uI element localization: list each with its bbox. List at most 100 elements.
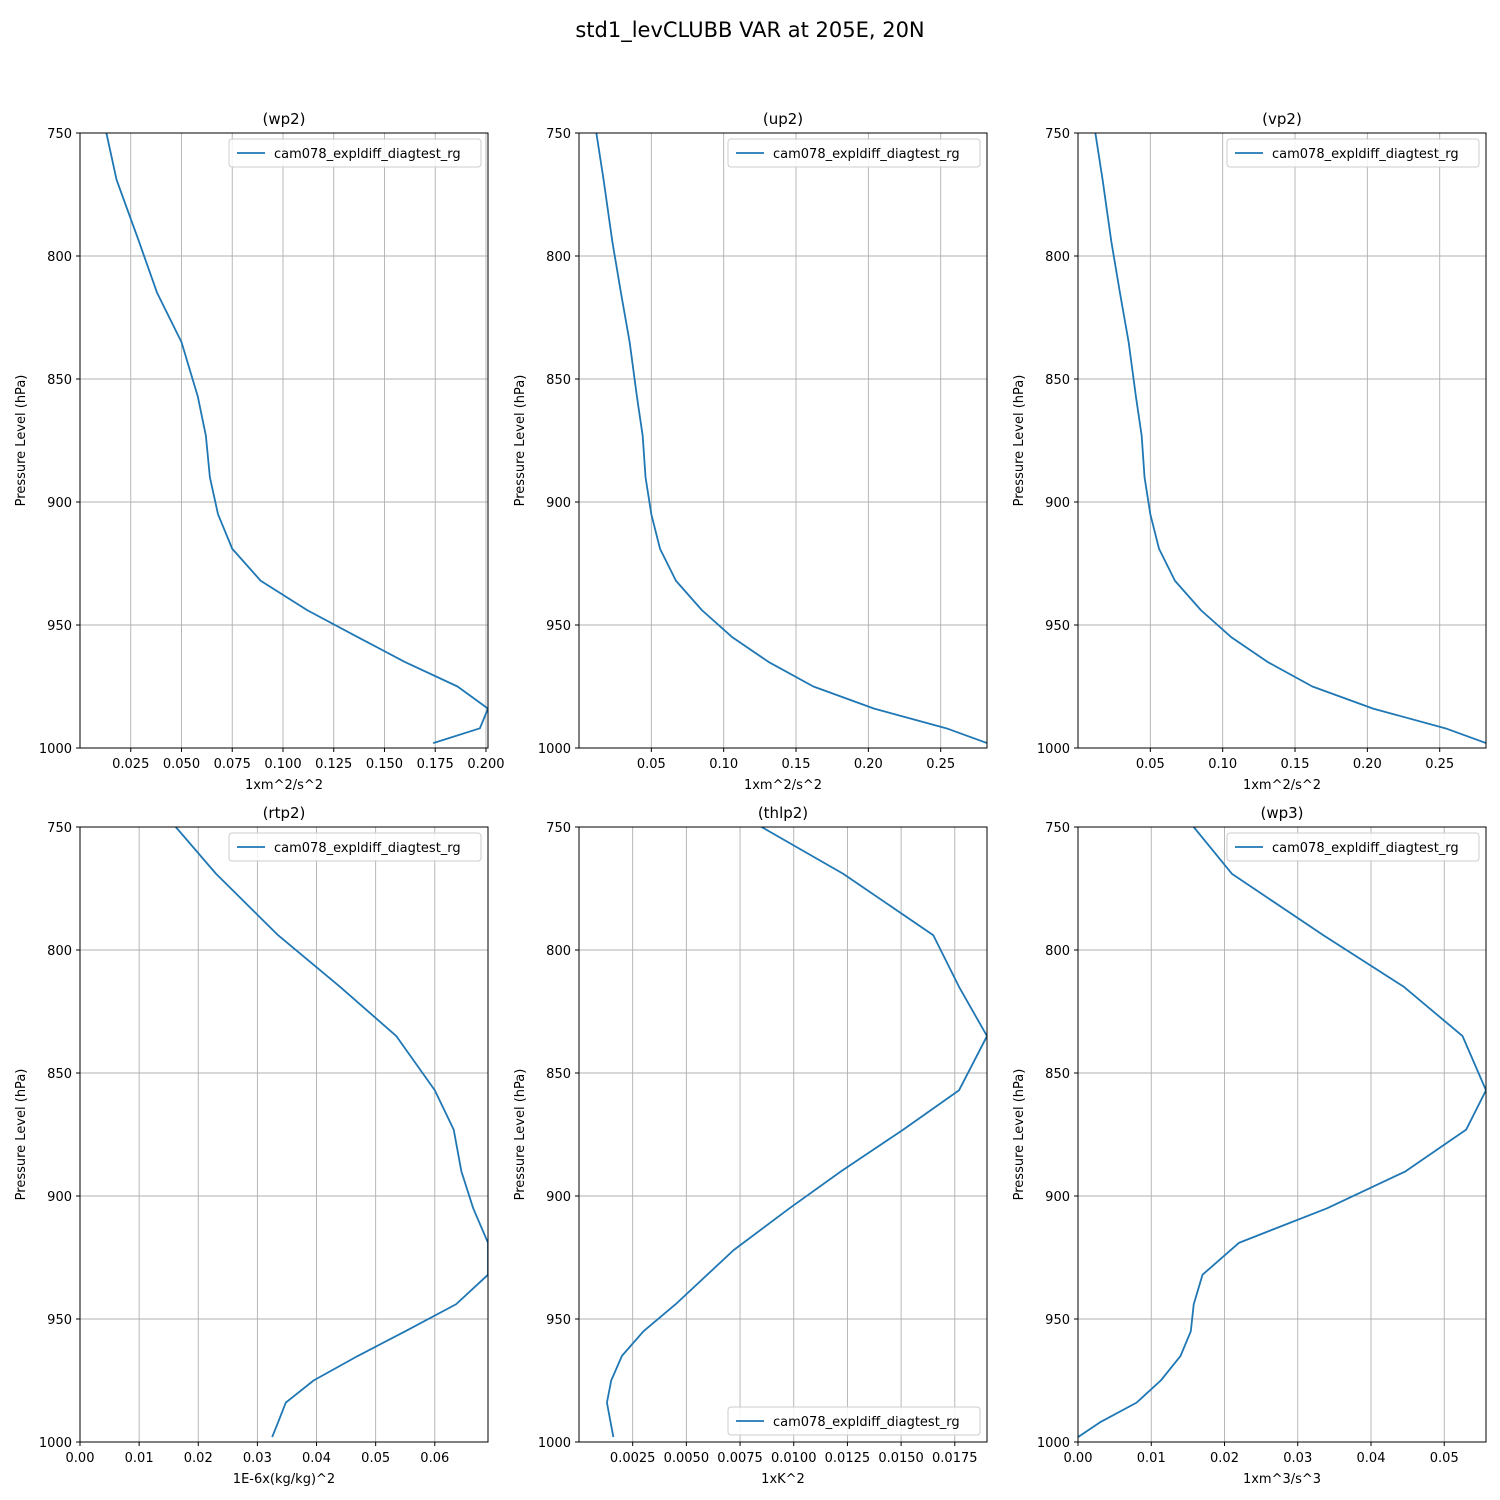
- y-tick-label: 800: [47, 944, 72, 959]
- y-tick-label: 850: [47, 1067, 72, 1082]
- legend-label: cam078_expldiff_diagtest_rg: [773, 1415, 960, 1430]
- y-tick-label: 900: [546, 1190, 571, 1205]
- legend-box: [727, 1406, 981, 1436]
- x-axis-label: 1xm^2/s^2: [1243, 778, 1321, 793]
- x-axis-label: 1xK^2: [761, 1472, 805, 1487]
- x-tick-label: 0.125: [315, 757, 352, 772]
- x-tick-label: 0.0150: [878, 1451, 924, 1466]
- y-tick-label: 750: [1045, 821, 1070, 836]
- plot-frame: [79, 132, 489, 749]
- y-tick-label: 950: [47, 1313, 72, 1328]
- y-tick-label: 1000: [1037, 742, 1070, 757]
- y-axis-label: Pressure Level (hPa): [513, 375, 528, 507]
- legend-box: [1226, 138, 1480, 168]
- plot-frame: [1077, 132, 1487, 749]
- x-tick-label: 0.04: [302, 1451, 331, 1466]
- y-axis-label: Pressure Level (hPa): [513, 1069, 528, 1201]
- x-tick-label: 0.05: [1430, 1451, 1459, 1466]
- x-tick-label: 0.100: [264, 757, 301, 772]
- y-tick-label: 950: [1045, 1313, 1070, 1328]
- x-axis-label: 1xm^3/s^3: [1243, 1472, 1321, 1487]
- y-tick-label: 900: [1045, 496, 1070, 511]
- y-tick-label: 800: [1045, 944, 1070, 959]
- series-line: [105, 133, 488, 744]
- x-tick-label: 0.0075: [717, 1451, 763, 1466]
- x-tick-label: 0.04: [1357, 1451, 1386, 1466]
- subplot-title: (thlp2): [758, 804, 808, 822]
- x-tick-label: 0.06: [420, 1451, 449, 1466]
- y-tick-label: 950: [546, 619, 571, 634]
- y-tick-label: 1000: [39, 1436, 72, 1451]
- x-tick-label: 0.02: [184, 1451, 213, 1466]
- x-tick-label: 0.01: [125, 1451, 154, 1466]
- legend-box: [727, 138, 981, 168]
- legend-label: cam078_expldiff_diagtest_rg: [274, 147, 461, 162]
- subplot-5: 0.0025 0.0050 0.0075 0.0100 0.0125 0.0150 0.01…: [513, 804, 988, 1487]
- subplot-title: (wp2): [262, 110, 305, 128]
- x-axis-label: 1xm^2/s^2: [245, 778, 323, 793]
- x-tick-label: 0.075: [214, 757, 251, 772]
- x-tick-label: 0.00: [1064, 1451, 1093, 1466]
- plot-frame: [79, 826, 489, 1443]
- subplot-3: 0.05 0.10 0.15 0.20 0.25 750 800 850 900 950 1000 (…: [1012, 110, 1487, 793]
- y-tick-label: 900: [1045, 1190, 1070, 1205]
- y-tick-label: 750: [546, 127, 571, 142]
- x-axis-label: 1E-6x(kg/kg)^2: [233, 1472, 335, 1487]
- subplot-1: 0.025 0.050 0.075 0.100 0.125 0.150 0.175 0.200…: [14, 110, 505, 793]
- x-tick-label: 0.10: [1208, 757, 1237, 772]
- x-tick-label: 0.0025: [610, 1451, 656, 1466]
- y-tick-label: 800: [47, 250, 72, 265]
- x-tick-label: 0.025: [112, 757, 149, 772]
- x-tick-label: 0.03: [1283, 1451, 1312, 1466]
- x-tick-label: 0.02: [1210, 1451, 1239, 1466]
- subplot-4: 0.00 0.01 0.02 0.03 0.04 0.05 0.06 750 800 850 900…: [14, 804, 489, 1487]
- y-tick-label: 850: [47, 373, 72, 388]
- series-line: [175, 827, 488, 1438]
- x-tick-label: 0.25: [926, 757, 955, 772]
- y-tick-label: 950: [1045, 619, 1070, 634]
- legend: cam078_expldiff_diagtest_rg: [1226, 832, 1480, 862]
- y-tick-label: 1000: [1037, 1436, 1070, 1451]
- x-tick-label: 0.25: [1425, 757, 1454, 772]
- x-tick-label: 0.20: [854, 757, 883, 772]
- x-axis-label: 1xm^2/s^2: [744, 778, 822, 793]
- x-tick-label: 0.0175: [932, 1451, 978, 1466]
- legend-label: cam078_expldiff_diagtest_rg: [1272, 147, 1459, 162]
- y-tick-label: 800: [546, 250, 571, 265]
- legend-box: [228, 832, 482, 862]
- y-tick-label: 1000: [39, 742, 72, 757]
- legend: cam078_expldiff_diagtest_rg: [1226, 138, 1480, 168]
- x-tick-label: 0.10: [709, 757, 738, 772]
- x-tick-label: 0.01: [1137, 1451, 1166, 1466]
- plot-frame: [578, 826, 988, 1443]
- y-tick-label: 950: [546, 1313, 571, 1328]
- y-axis-label: Pressure Level (hPa): [1012, 1069, 1027, 1201]
- y-axis-label: Pressure Level (hPa): [14, 375, 29, 507]
- figure-title: std1_levCLUBB VAR at 205E, 20N: [575, 18, 924, 43]
- y-tick-label: 850: [546, 1067, 571, 1082]
- x-tick-label: 0.05: [361, 1451, 390, 1466]
- x-tick-label: 0.0125: [825, 1451, 871, 1466]
- plot-frame: [1077, 826, 1487, 1443]
- legend-label: cam078_expldiff_diagtest_rg: [773, 147, 960, 162]
- series-line: [1094, 133, 1486, 744]
- series-line: [1078, 827, 1486, 1438]
- series-line: [595, 133, 987, 744]
- x-tick-label: 0.05: [637, 757, 666, 772]
- y-tick-label: 750: [1045, 127, 1070, 142]
- subplot-title: (rtp2): [263, 804, 306, 822]
- x-tick-label: 0.0100: [771, 1451, 817, 1466]
- x-tick-label: 0.00: [66, 1451, 95, 1466]
- legend-box: [1226, 832, 1480, 862]
- x-tick-label: 0.0050: [664, 1451, 710, 1466]
- x-tick-label: 0.050: [163, 757, 200, 772]
- subplot-title: (wp3): [1260, 804, 1303, 822]
- y-tick-label: 950: [47, 619, 72, 634]
- x-tick-label: 0.175: [417, 757, 454, 772]
- legend: cam078_expldiff_diagtest_rg: [727, 1406, 981, 1436]
- y-tick-label: 900: [47, 496, 72, 511]
- x-tick-label: 0.20: [1353, 757, 1382, 772]
- subplot-title: (up2): [763, 110, 803, 128]
- y-tick-label: 750: [47, 127, 72, 142]
- subplot-6: 0.00 0.01 0.02 0.03 0.04 0.05 750 800 850 900 950 1…: [1012, 804, 1487, 1487]
